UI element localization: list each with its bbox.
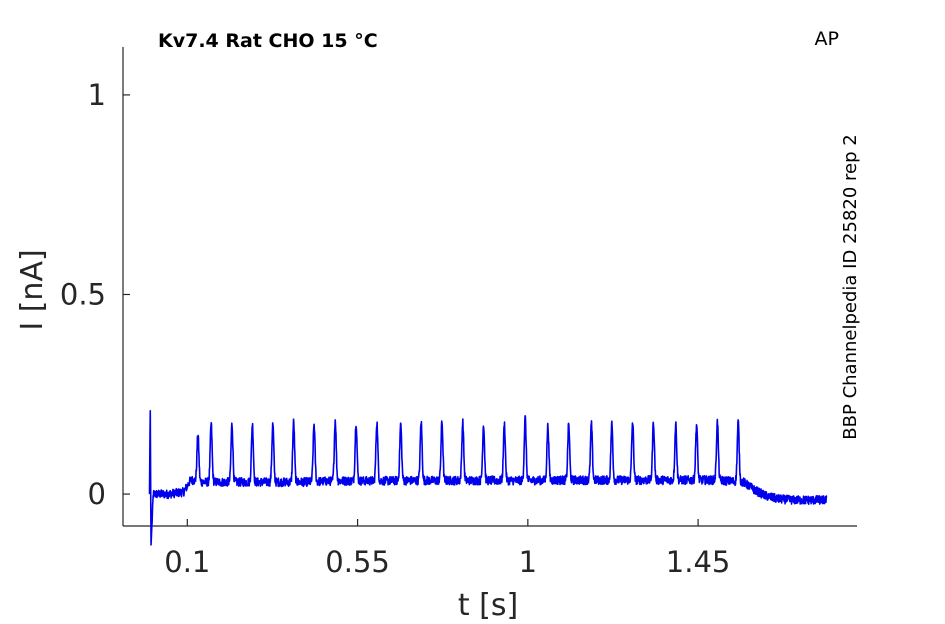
y-axis-label: I [nA] xyxy=(15,249,50,330)
current-trace xyxy=(148,410,828,546)
protocol-label: AP xyxy=(815,28,839,50)
x-tick-label: 1 xyxy=(519,545,537,579)
x-ticks: 0.1 0.55 1 1.45 xyxy=(164,519,730,579)
y-ticks: 00.51 xyxy=(60,78,130,511)
x-axis-label: t [s] xyxy=(458,588,518,623)
y-tick-label: 0 xyxy=(88,477,106,511)
x-tick-label: 0.1 xyxy=(164,545,210,579)
y-tick-label: 0.5 xyxy=(60,277,106,311)
y-tick-label: 1 xyxy=(88,78,106,112)
source-label: BBP Channelpedia ID 25820 rep 2 xyxy=(840,134,861,439)
plot-area xyxy=(148,410,828,546)
x-tick-label: 1.45 xyxy=(666,545,731,579)
x-tick-label: 0.55 xyxy=(325,545,390,579)
chart-title: Kv7.4 Rat CHO 15 °C xyxy=(158,30,378,52)
